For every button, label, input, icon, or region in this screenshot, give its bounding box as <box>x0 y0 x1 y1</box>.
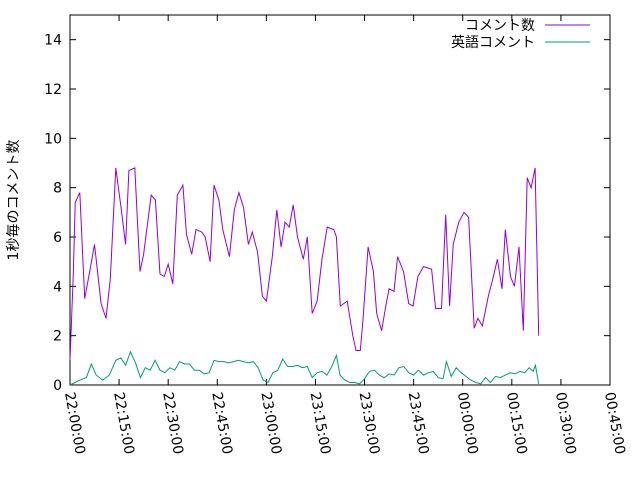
x-tick-label: 00:00:00 <box>454 391 481 456</box>
y-tick-label: 10 <box>44 131 62 147</box>
x-tick-label: 22:45:00 <box>208 391 235 456</box>
x-tick-label: 23:15:00 <box>307 391 334 456</box>
x-tick-label: 23:45:00 <box>405 391 432 456</box>
x-tick-label: 23:00:00 <box>257 391 284 456</box>
x-tick-label: 00:15:00 <box>503 391 530 456</box>
x-tick-label: 00:30:00 <box>552 391 579 456</box>
x-tick-label: 22:00:00 <box>61 391 88 456</box>
y-tick-label: 2 <box>53 329 62 345</box>
y-tick-label: 8 <box>53 181 62 197</box>
series-layer <box>69 167 540 386</box>
x-tick-label: 22:30:00 <box>159 391 186 456</box>
y-tick-label: 4 <box>53 279 62 295</box>
y-tick-label: 6 <box>53 230 62 246</box>
y-tick-label: 14 <box>44 33 62 49</box>
series-line-1 <box>69 167 540 361</box>
legend-label: 英語コメント <box>451 34 535 51</box>
y-axis-label: 1秒毎のコメント数 <box>6 140 22 261</box>
plot-frame <box>69 14 611 386</box>
series-line-2 <box>69 350 540 386</box>
x-tick-label: 23:30:00 <box>356 391 383 456</box>
legend-label: コメント数 <box>465 18 535 34</box>
y-tick-label: 12 <box>44 82 62 98</box>
y-axis: 0 2 4 6 8 10 12 14 <box>44 33 610 394</box>
y-tick-label: 0 <box>53 378 62 394</box>
x-tick-label: 22:15:00 <box>110 391 137 456</box>
x-tick-label: 00:45:00 <box>601 391 628 456</box>
